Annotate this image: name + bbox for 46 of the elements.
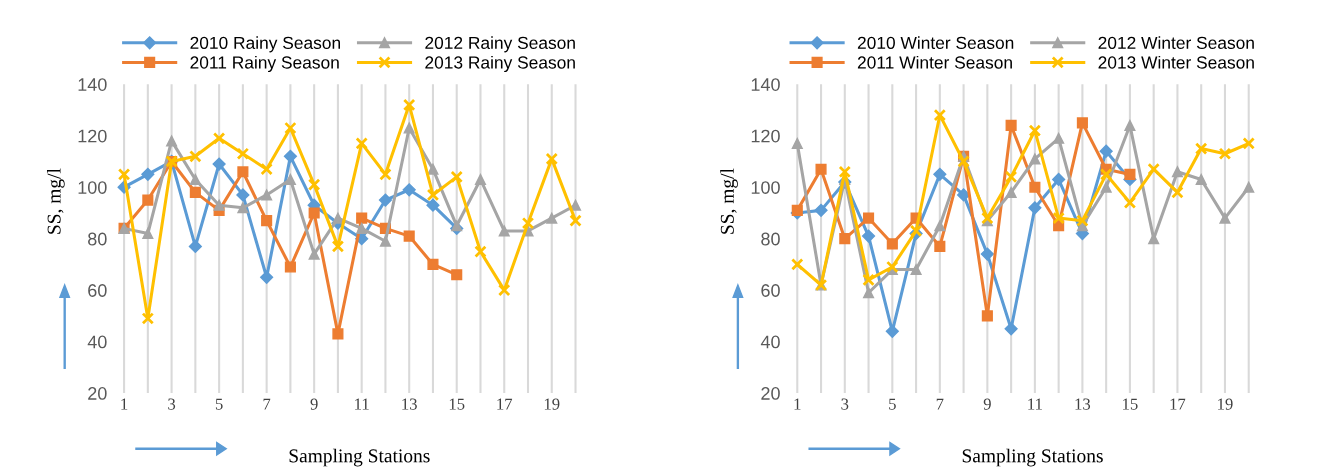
legend-label: 2013 Rainy Season	[425, 55, 575, 73]
x-tick-label: 1	[121, 398, 128, 410]
legend-label: 2010 Rainy Season	[190, 36, 340, 53]
y-tick-label: 140	[751, 78, 780, 91]
x-tick-label: 5	[215, 398, 223, 410]
y-tick-label: 80	[761, 232, 780, 246]
y-tick-label: 40	[87, 335, 107, 349]
y-tick-label: 20	[761, 387, 780, 400]
legend-label: 2012 Winter Season	[1098, 36, 1254, 49]
y-tick-label: 60	[761, 284, 780, 297]
y-tick-label: 80	[88, 232, 107, 246]
x-tick-label: 7	[936, 398, 944, 410]
x-tick-label: 3	[841, 398, 849, 410]
x-tick-label: 3	[168, 398, 176, 410]
y-tick-label: 100	[751, 181, 780, 194]
x-tick-label: 5	[889, 398, 896, 410]
x-axis-title: Sampling Stations	[289, 448, 430, 467]
y-tick-label: 60	[88, 284, 107, 297]
x-tick-label: 7	[263, 398, 271, 410]
y-tick-label: 20	[88, 387, 107, 400]
y-axis-title: SS, mg/l	[720, 168, 738, 234]
x-tick-label: 13	[402, 398, 417, 410]
x-tick-label: 15	[449, 398, 465, 410]
x-tick-label: 1	[794, 398, 801, 410]
y-tick-label: 120	[78, 129, 107, 143]
x-tick-label: 19	[544, 398, 560, 410]
x-tick-label: 17	[497, 398, 513, 410]
x-tick-label: 9	[983, 398, 991, 410]
legend-label: 2011 Rainy Season	[190, 55, 339, 73]
x-tick-label: 19	[1218, 398, 1233, 410]
x-axis-title: Sampling Stations	[962, 448, 1103, 467]
y-tick-label: 40	[760, 335, 780, 349]
y-tick-label: 120	[751, 129, 780, 143]
y-tick-label: 100	[78, 181, 107, 194]
x-tick-label: 15	[1123, 398, 1138, 410]
y-tick-label: 140	[78, 78, 107, 91]
legend-label: 2011 Winter Season	[857, 55, 1012, 69]
legend-label: 2013 Winter Season	[1098, 55, 1254, 69]
legend-label: 2010 Winter Season	[857, 36, 1014, 49]
x-tick-label: 13	[1075, 398, 1091, 410]
legend-label: 2012 Rainy Season	[425, 36, 575, 53]
x-tick-label: 11	[1028, 398, 1042, 410]
x-tick-label: 9	[310, 398, 318, 410]
x-tick-label: 11	[355, 398, 369, 410]
y-axis-title: SS, mg/l	[46, 168, 65, 234]
x-tick-label: 17	[1170, 398, 1186, 410]
